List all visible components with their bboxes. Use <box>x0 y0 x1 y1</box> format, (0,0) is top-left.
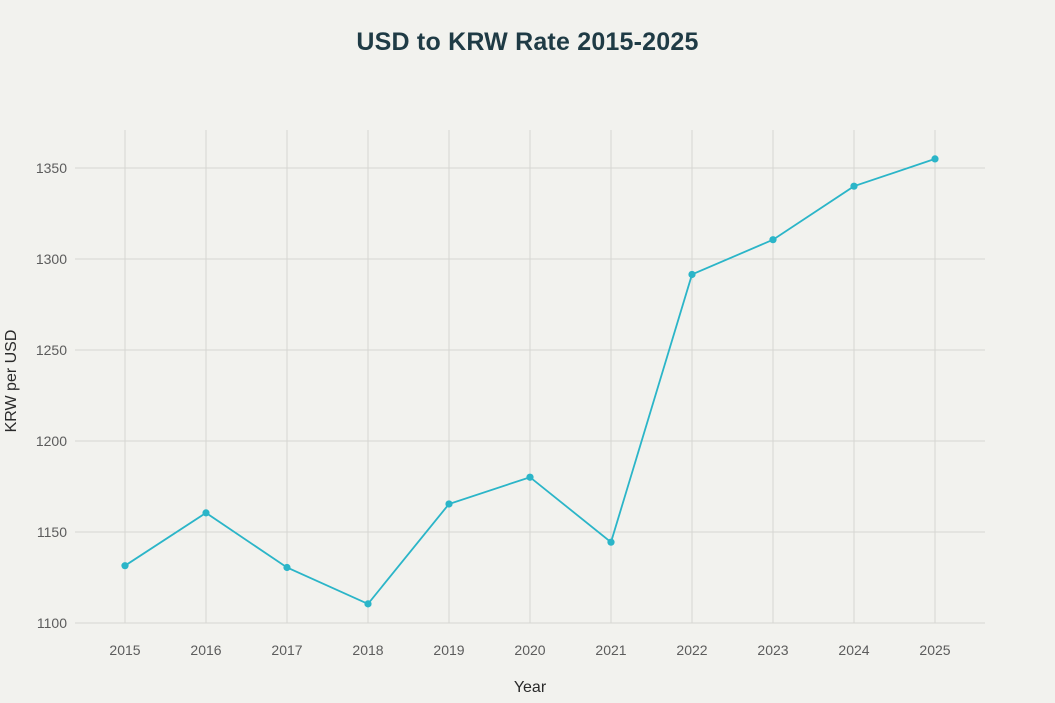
data-point <box>850 182 858 190</box>
data-point <box>121 562 129 570</box>
tick-layer: 2015 2016 2017 2018 2019 2020 2021 2022 2023 2024… <box>36 160 951 658</box>
series-layer <box>121 155 939 608</box>
data-point <box>526 473 534 481</box>
x-tick-label: 2017 <box>271 642 302 658</box>
y-tick-label: 1300 <box>36 251 67 267</box>
x-tick-label: 2022 <box>676 642 707 658</box>
y-tick-label: 1200 <box>36 433 67 449</box>
y-tick-label: 1150 <box>37 524 67 540</box>
x-tick-label: 2021 <box>595 642 626 658</box>
y-axis-label: KRW per USD <box>3 330 20 433</box>
data-point <box>769 236 777 244</box>
y-tick-label: 1250 <box>36 342 67 358</box>
y-tick-label: 1100 <box>37 615 67 631</box>
x-tick-label: 2016 <box>190 642 221 658</box>
y-tick-label: 1350 <box>36 160 67 176</box>
x-axis-label: Year <box>514 679 547 696</box>
chart-title: USD to KRW Rate 2015-2025 <box>356 28 699 56</box>
data-point <box>445 500 453 508</box>
x-tick-label: 2023 <box>757 642 788 658</box>
x-tick-label: 2020 <box>514 642 545 658</box>
data-point <box>688 270 696 279</box>
x-tick-label: 2018 <box>352 642 383 658</box>
x-tick-label: 2015 <box>109 642 140 658</box>
data-point <box>931 155 939 163</box>
x-tick-label: 2025 <box>919 642 950 658</box>
data-point <box>607 538 615 546</box>
data-point <box>283 563 291 572</box>
data-point <box>364 600 372 608</box>
data-point <box>202 509 210 517</box>
x-tick-label: 2019 <box>433 642 464 658</box>
x-tick-label: 2024 <box>838 642 869 658</box>
grid-layer <box>75 130 985 624</box>
